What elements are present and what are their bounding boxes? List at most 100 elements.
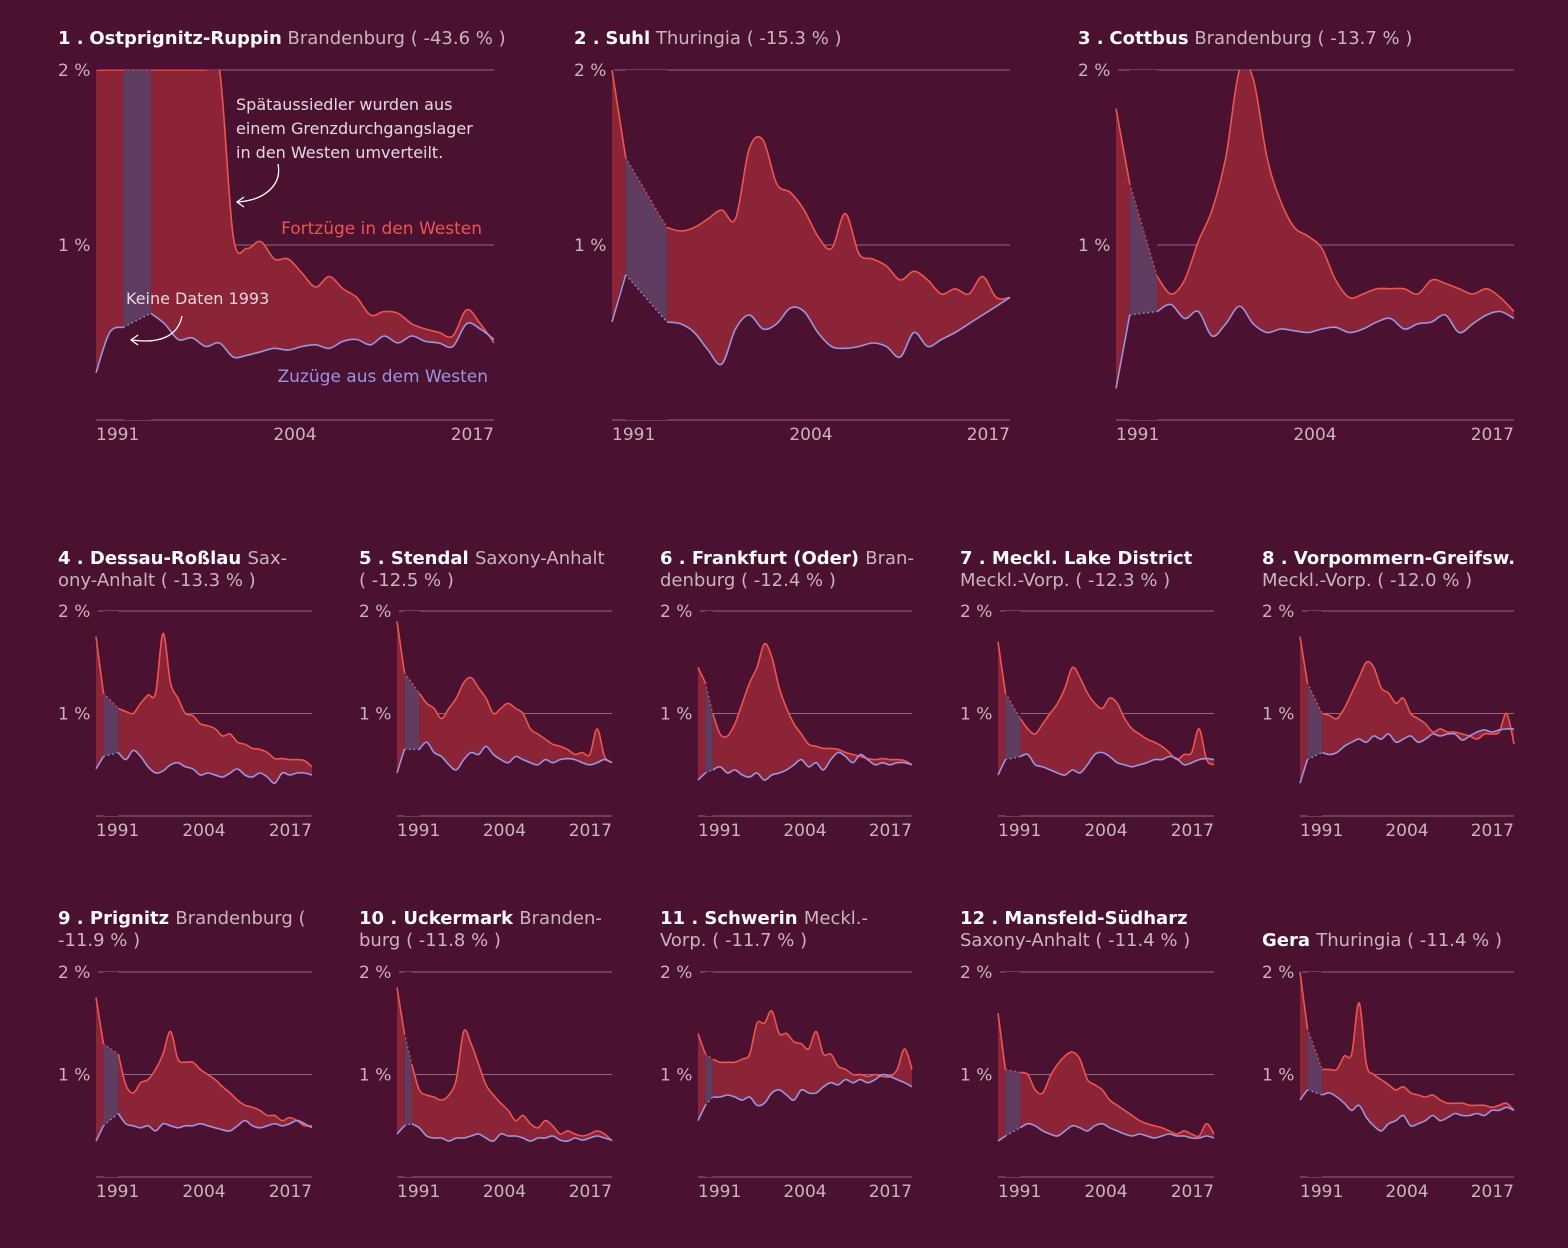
y-tick-label: 1 % [359, 1066, 391, 1086]
x-tick-label: 1991 [698, 821, 741, 841]
x-tick-label: 2004 [273, 425, 316, 445]
inflow-line [1115, 314, 1131, 389]
annotation-arrow [131, 315, 183, 342]
panel-state: Brandenburg [288, 28, 405, 49]
inflow-gap-dotted [1005, 1127, 1021, 1137]
outflow-line [95, 636, 105, 694]
inflow-line [1299, 759, 1309, 784]
difference-area [397, 621, 612, 773]
panel-title-line: Meckl.-Vorp. ( -12.3 % ) [960, 570, 1170, 591]
inflow-gap-dotted [103, 1112, 119, 1127]
outflow-line [95, 997, 105, 1044]
x-tick-label: 2017 [869, 821, 912, 841]
outflow-line [712, 1010, 913, 1078]
difference-area [397, 987, 612, 1142]
panel-title-line: 8 . Vorpommern-Greifsw. [1262, 548, 1515, 569]
plot-area [697, 611, 913, 816]
plot-area [1115, 70, 1515, 420]
y-tick-label: 1 % [660, 1066, 692, 1086]
outflow-line [411, 1029, 613, 1142]
x-tick-label: 2017 [569, 821, 612, 841]
x-tick-label: 2004 [182, 821, 225, 841]
panel-state: Thuringia [655, 28, 741, 49]
x-tick-label: 2017 [1471, 1182, 1514, 1202]
difference-area [998, 1013, 1214, 1142]
panel-name: Ostprignitz-Ruppin [89, 28, 281, 49]
panel-rank: 8 . [1262, 548, 1294, 569]
y-tick-label: 1 % [359, 705, 391, 725]
y-tick-label: 1 % [960, 705, 992, 725]
annotation-arrow [237, 163, 280, 203]
outflow-gap-dotted [103, 1043, 119, 1055]
outflow-line [1115, 108, 1131, 184]
outflow-line [1020, 1051, 1215, 1138]
difference-area [1116, 70, 1514, 389]
panel-rank: 6 . [660, 548, 692, 569]
x-tick-label: 2004 [783, 821, 826, 841]
y-tick-label: 1 % [574, 236, 606, 256]
panel-rank: 4 . [58, 548, 90, 569]
inflow-line [411, 1122, 613, 1143]
panel-vorpommern-greifsw-: 8 . Vorpommern-Greifsw. Meckl.-Vorp. ( -… [1262, 548, 1515, 841]
difference-area [96, 633, 312, 784]
plot-area [396, 611, 613, 816]
no-data-band [103, 1043, 119, 1126]
outflow-line [118, 632, 313, 768]
panel-state: ( -12.5 % ) [359, 570, 454, 591]
annotations: Spätaussiedler wurden aus einem Grenzdurc… [126, 95, 488, 387]
panel-state: Meckl.-Vorp. ( -12.0 % ) [1262, 570, 1472, 591]
panel-name: Frankfurt (Oder) [692, 548, 865, 569]
panel-rank: 1 . [58, 28, 84, 49]
x-tick-label: 1991 [1300, 821, 1343, 841]
difference-area [612, 70, 1010, 365]
inflow-line [697, 1104, 707, 1121]
x-tick-label: 2004 [783, 1182, 826, 1202]
x-tick-label: 2017 [1171, 821, 1214, 841]
panel-state: Brandenburg ( [175, 908, 305, 929]
outflow-line [666, 135, 1011, 300]
x-tick-label: 2017 [269, 1182, 312, 1202]
panel-state: denburg ( -12.4 % ) [660, 570, 836, 591]
panel-name: Prignitz [90, 908, 175, 929]
x-tick-label: 1991 [397, 1182, 440, 1202]
inflow-gap-dotted [1307, 751, 1323, 761]
x-tick-label: 2017 [869, 1182, 912, 1202]
outflow-line [997, 1012, 1007, 1070]
inflow-line [396, 1125, 405, 1135]
y-tick-label: 2 % [58, 602, 90, 622]
panel-name: Stendal [391, 548, 475, 569]
x-tick-label: 2004 [1385, 1182, 1428, 1202]
outflow-line [396, 621, 406, 673]
panel-state: -11.9 % ) [58, 930, 140, 951]
panel-title-line: 12 . Mansfeld-Südharz [960, 908, 1188, 929]
panel-rank: 7 . [960, 548, 992, 569]
inflow-line [1321, 728, 1515, 756]
outflow-gap-dotted [625, 157, 668, 228]
inflow-line [712, 751, 913, 781]
x-tick-label: 1991 [96, 425, 139, 445]
panel-dessau-ro-lau: 4 . Dessau-Roßlau Sax-ony-Anhalt ( -13.3… [58, 548, 313, 841]
panel-title-line: 3 . Cottbus Brandenburg ( -13.7 % ) [1078, 28, 1412, 49]
outflow-line [697, 1033, 707, 1055]
x-tick-label: 1991 [698, 1182, 741, 1202]
panel-name: Uckermark [403, 908, 519, 929]
difference-area [698, 1010, 912, 1121]
difference-area [1300, 636, 1514, 784]
panel-name: Vorpommern-Greifsw. [1294, 548, 1515, 569]
inflow-line [611, 274, 627, 323]
no-data-band [1005, 693, 1021, 760]
x-tick-label: 1991 [1116, 425, 1159, 445]
panel-state: burg ( -11.8 % ) [359, 930, 501, 951]
panel-state: Saxony-Anhalt [475, 548, 605, 569]
panel-uckermark: 10 . Uckermark Branden-burg ( -11.8 % ) 2… [359, 908, 613, 1202]
inflow-gap-dotted [625, 274, 668, 323]
y-tick-label: 1 % [1078, 236, 1110, 256]
y-tick-label: 2 % [960, 963, 992, 983]
plot-area [997, 611, 1215, 816]
outflow-line [611, 70, 627, 158]
panel-state: Saxony-Anhalt ( -11.4 % ) [960, 930, 1190, 951]
panel-title-line: -11.9 % ) [58, 930, 140, 951]
panel-rank: 9 . [58, 908, 90, 929]
panel-title-line: 2 . Suhl Thuringia ( -15.3 % ) [574, 28, 842, 49]
